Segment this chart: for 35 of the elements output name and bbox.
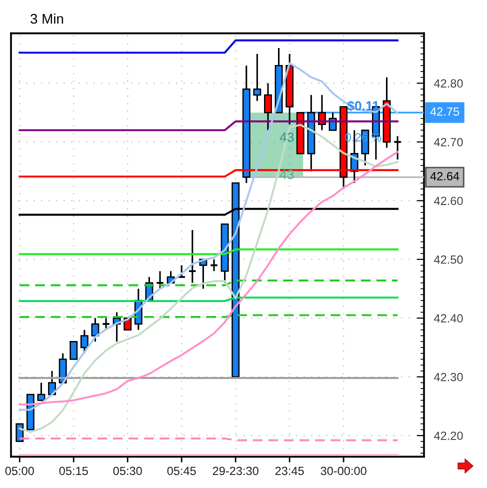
x-tick-label: 05:45 [167, 466, 196, 476]
x-tick-label: 05:00 [5, 466, 34, 476]
x-tick-label: 29-23:30 [212, 466, 258, 476]
candlestick [264, 82, 272, 131]
candlestick [80, 329, 88, 354]
y-tick-label: 42.30 [434, 372, 463, 382]
ref-line-label: 42.75 [430, 107, 460, 116]
x-tick-label: 23:45 [275, 466, 304, 476]
line-series [18, 62, 399, 411]
y-tick-label: 42.50 [434, 255, 463, 264]
chart-title: 3 Min [30, 14, 64, 24]
annotation: 43 [280, 170, 294, 180]
y-tick-label: 42.60 [434, 196, 463, 206]
line-series [18, 124, 399, 434]
y-tick-label: 42.70 [434, 138, 463, 146]
annotation: $0.11 [347, 100, 380, 112]
candlestick [177, 264, 186, 278]
x-tick-label: 30-00:00 [320, 466, 366, 476]
ref-line-label: 42.64 [430, 172, 460, 180]
line-series [18, 150, 399, 406]
y-tick-label: 42.80 [434, 79, 463, 88]
candlestick [102, 317, 110, 331]
candlestick [393, 135, 402, 160]
candlestick [156, 270, 164, 290]
candlestick [37, 382, 46, 402]
candlestick [91, 317, 100, 342]
candlestick [188, 229, 197, 284]
candlestick [48, 370, 56, 396]
y-tick-label: 42.40 [434, 314, 463, 323]
y-tick-label: 42.20 [434, 432, 463, 440]
x-tick-label: 05:15 [59, 466, 88, 476]
annotation: 43 [280, 132, 294, 142]
x-tick-label: 05:30 [113, 466, 142, 476]
candlestick [70, 340, 78, 360]
candlestick [253, 53, 262, 102]
